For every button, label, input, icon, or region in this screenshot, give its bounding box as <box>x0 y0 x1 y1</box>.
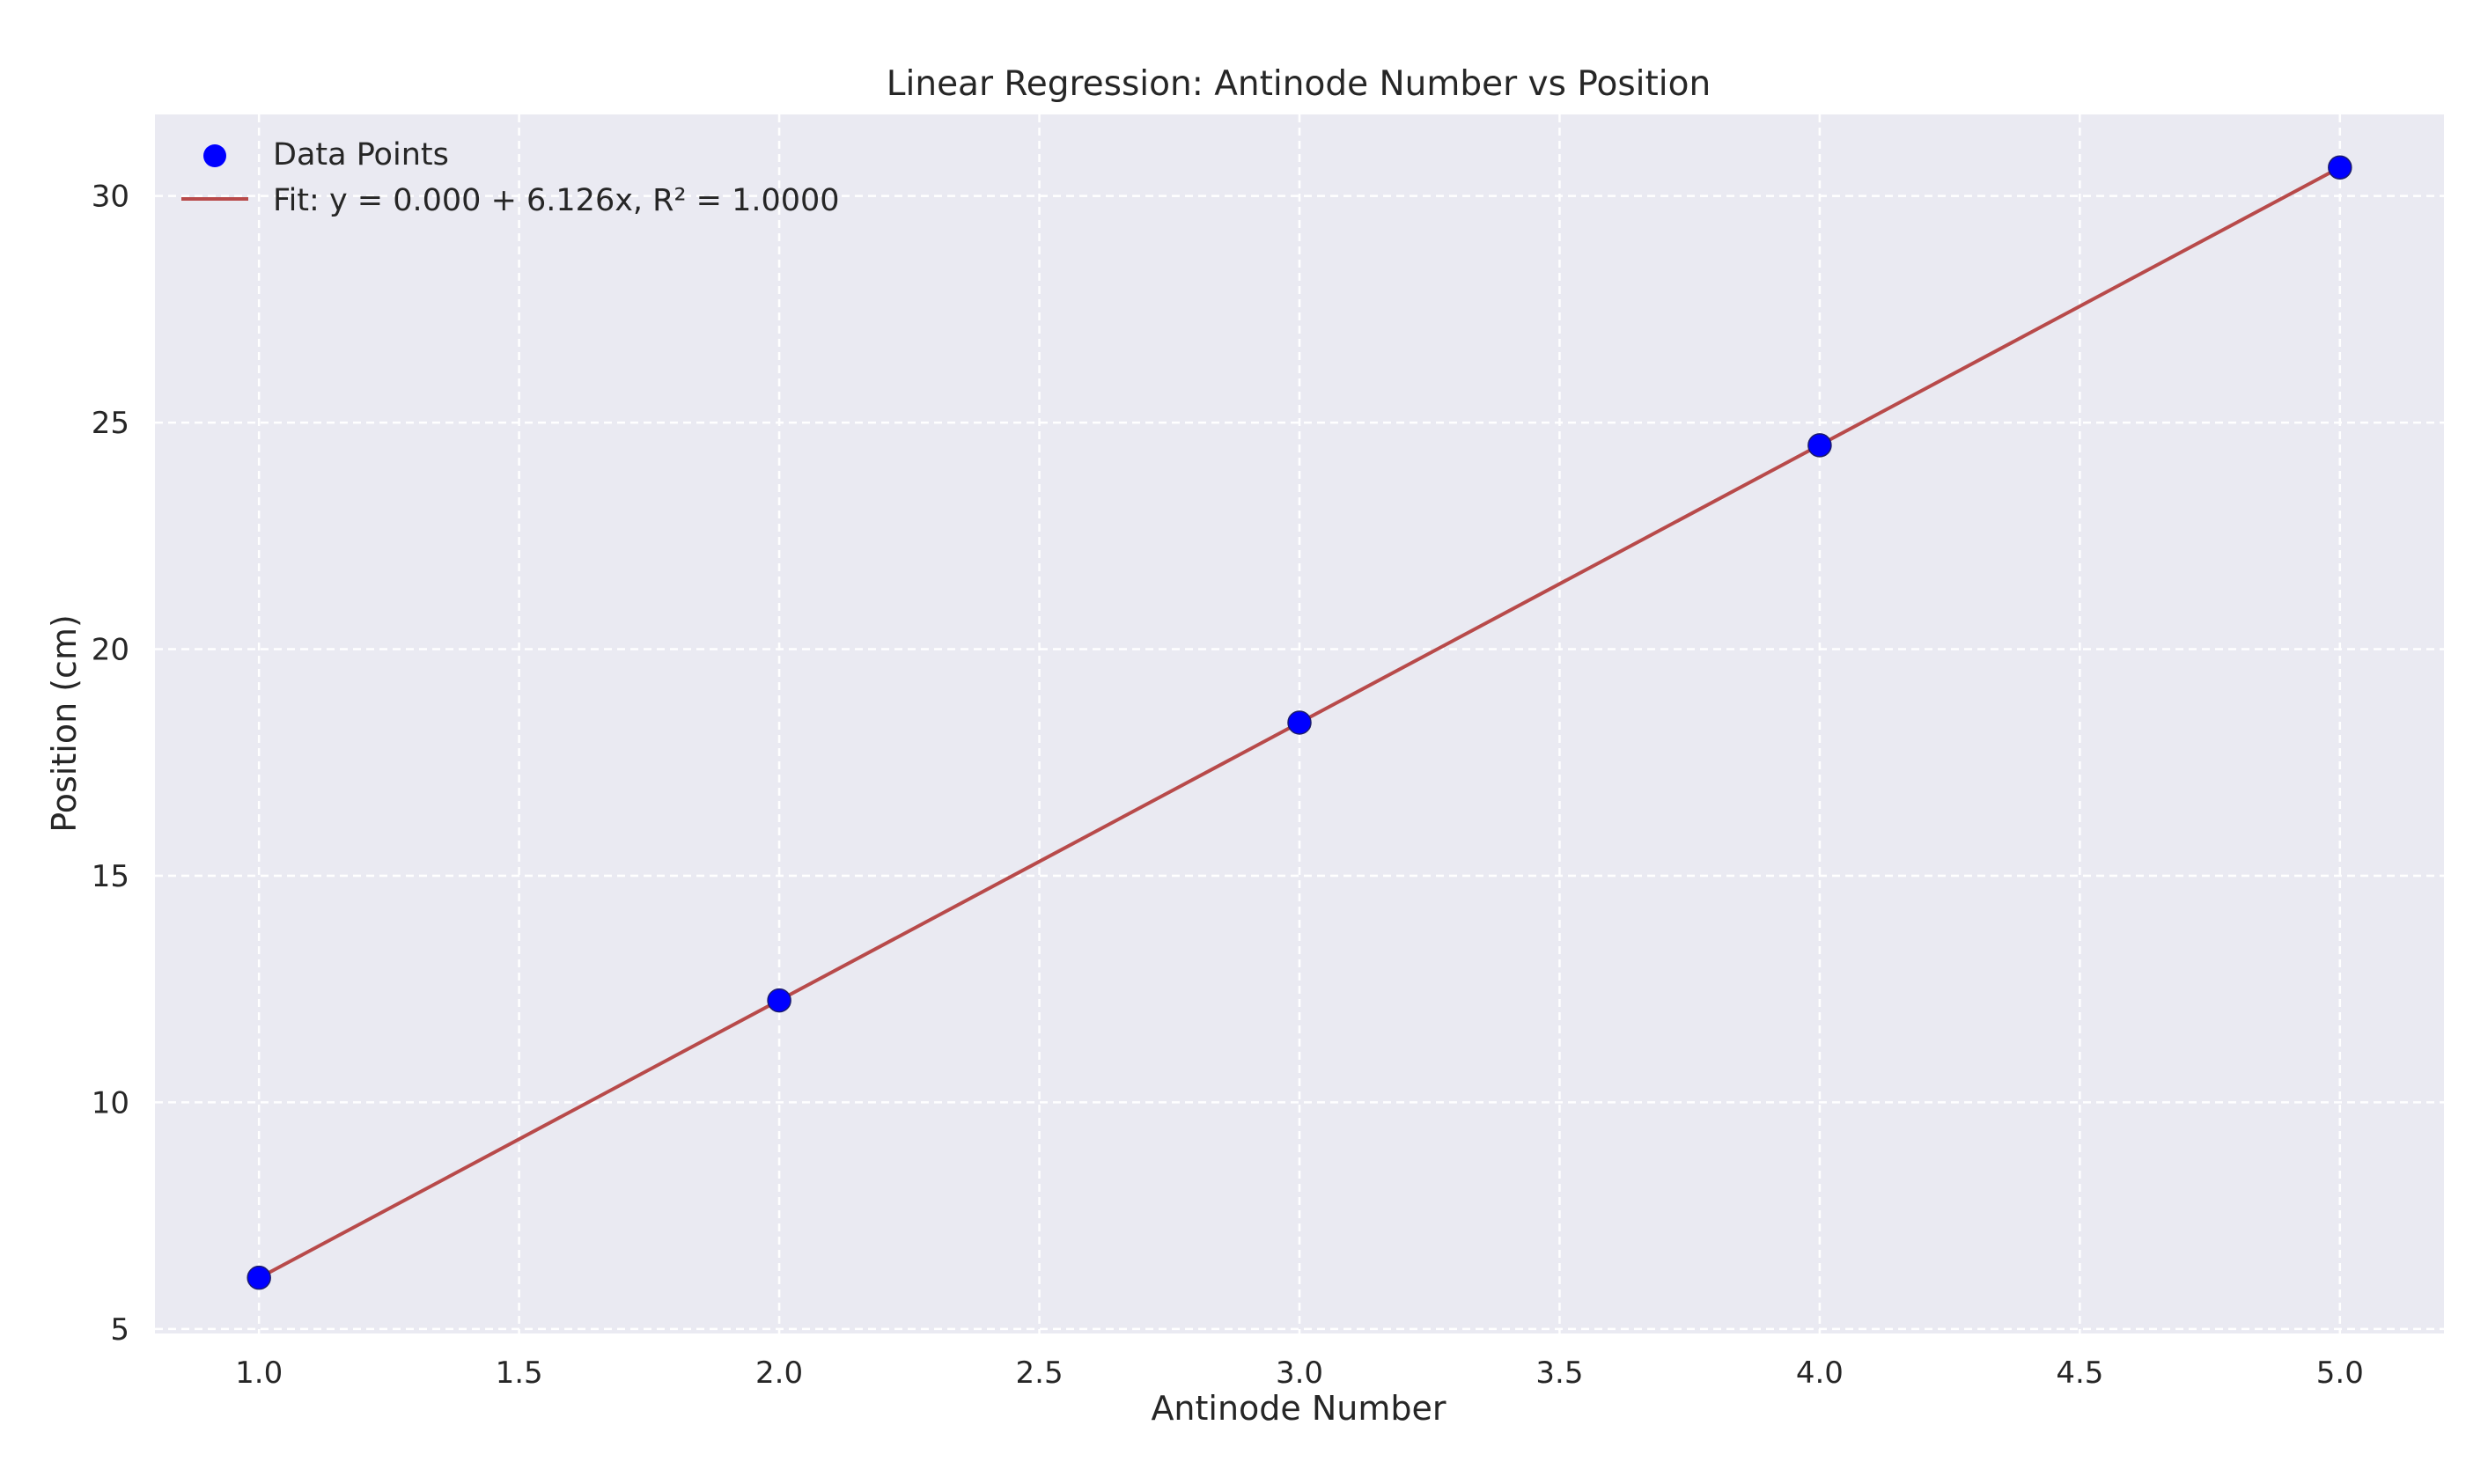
y-tick-label: 20 <box>92 633 129 668</box>
data-point <box>247 1265 271 1290</box>
x-tick-label: 4.5 <box>2056 1355 2103 1391</box>
series-layer <box>247 155 2352 1290</box>
x-tick-label: 3.0 <box>1276 1355 1323 1391</box>
legend-label-data-points: Data Points <box>273 137 449 173</box>
y-tick-label: 15 <box>92 859 129 894</box>
data-point <box>767 988 791 1013</box>
y-tick-label: 25 <box>92 406 129 441</box>
x-tick-label: 3.5 <box>1535 1355 1583 1391</box>
x-tick-label: 5.0 <box>2316 1355 2364 1391</box>
x-tick-label: 4.0 <box>1796 1355 1844 1391</box>
data-point <box>2328 155 2352 180</box>
legend: Data Points Fit: y = 0.000 + 6.126x, R² … <box>181 137 840 218</box>
legend-label-fit-line: Fit: y = 0.000 + 6.126x, R² = 1.0000 <box>273 183 840 218</box>
y-tick-label: 10 <box>92 1085 129 1120</box>
y-tick-label: 5 <box>110 1312 129 1348</box>
y-axis-title: Position (cm) <box>45 614 84 833</box>
chart-title: Linear Regression: Antinode Number vs Po… <box>887 64 1711 104</box>
data-point <box>1287 710 1312 735</box>
grid-lines <box>155 114 2444 1333</box>
x-tick-label: 2.5 <box>1016 1355 1064 1391</box>
tick-labels: 1.0 1.5 2.0 2.5 3.0 3.5 4.0 4.5 5.0 5 10 15 20 25 30 <box>92 180 2364 1391</box>
x-tick-label: 1.5 <box>496 1355 543 1391</box>
data-point <box>1807 433 1832 458</box>
legend-scatter-marker <box>203 144 226 167</box>
x-tick-label: 1.0 <box>235 1355 283 1391</box>
x-tick-label: 2.0 <box>755 1355 803 1391</box>
y-tick-label: 30 <box>92 180 129 215</box>
x-axis-title: Antinode Number <box>1151 1389 1446 1428</box>
